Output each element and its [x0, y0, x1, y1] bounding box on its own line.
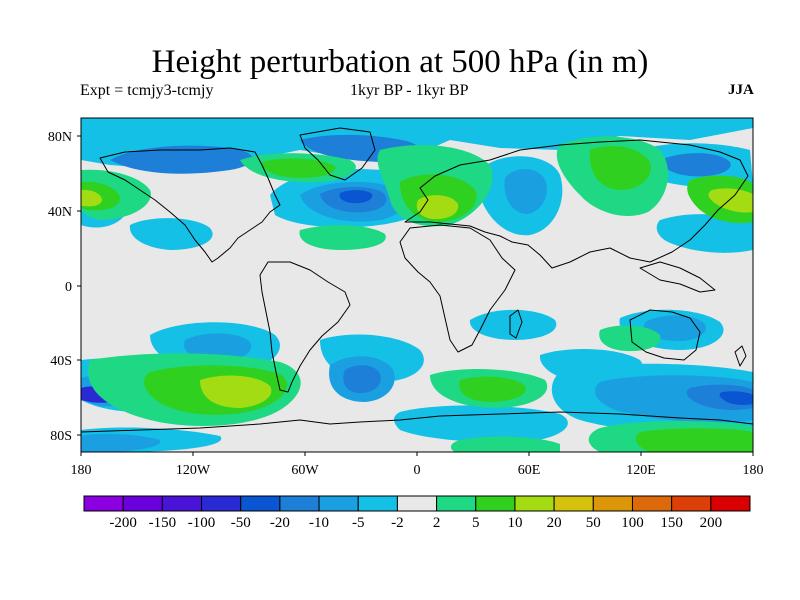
colorbar-swatch — [201, 495, 242, 512]
coastline-north-america — [99, 147, 281, 263]
colorbar-label: 10 — [507, 515, 522, 531]
coastline-antarctica — [81, 411, 753, 433]
lon-label: 0 — [414, 463, 421, 478]
anomaly-contour — [200, 375, 272, 408]
anomaly-contour — [110, 145, 253, 174]
anomaly-contour — [129, 218, 213, 250]
colorbar-swatch — [122, 495, 163, 512]
coastline-madagascar — [509, 309, 523, 339]
colorbar-label: 2 — [433, 515, 441, 531]
colorbar-label: 200 — [700, 515, 723, 531]
positive-anomalies — [81, 136, 753, 452]
coastline-maritime-continent — [639, 261, 716, 293]
colorbar-swatch — [671, 495, 712, 512]
colorbar-label: -100 — [188, 515, 216, 531]
colorbar-swatch — [436, 495, 477, 512]
lat-label: 80N — [48, 130, 72, 145]
anomaly-contour — [394, 405, 568, 443]
anomaly-contour — [81, 189, 102, 207]
colorbar-swatch — [514, 495, 555, 512]
colorbar-label: -150 — [149, 515, 177, 531]
colorbar-swatch — [279, 495, 320, 512]
colorbar-label: 150 — [660, 515, 683, 531]
period-label: 1kyr BP - 1kyr BP — [350, 82, 469, 99]
coastline-new-zealand — [734, 345, 747, 367]
season-label: JJA — [728, 82, 754, 98]
colorbar-swatch — [83, 495, 124, 512]
lon-label: 180 — [743, 463, 764, 478]
latitude-axis: 80N 40N 0 40S 80S — [48, 130, 81, 444]
lat-label: 40S — [50, 354, 72, 369]
colorbar-label: 50 — [586, 515, 601, 531]
colorbar-swatch — [475, 495, 516, 512]
lon-label: 60E — [518, 463, 541, 478]
colorbar-label: 100 — [621, 515, 644, 531]
anomaly-contour — [662, 153, 731, 177]
anomaly-contour — [339, 190, 373, 204]
anomaly-contour — [719, 391, 753, 405]
colorbar-swatch — [318, 495, 359, 512]
longitude-axis: 180 120W 60W 0 60E 120E 180 — [71, 452, 764, 478]
colorbar-swatch — [357, 495, 398, 512]
colorbar-label: -20 — [270, 515, 290, 531]
anomaly-contour — [599, 325, 661, 352]
colorbar-label: -10 — [309, 515, 329, 531]
anomaly-contour — [262, 158, 336, 178]
anomaly-contour — [459, 376, 526, 402]
anomaly-contour — [343, 365, 381, 394]
lat-label: 40N — [48, 205, 72, 220]
colorbar-label: -50 — [231, 515, 251, 531]
colorbar-label: -2 — [391, 515, 404, 531]
anomaly-contour — [589, 146, 651, 190]
anomaly-contour — [708, 188, 753, 213]
colorbar-label: 5 — [472, 515, 480, 531]
colorbar-label: 20 — [547, 515, 562, 531]
anomaly-contour — [469, 309, 557, 340]
lat-label: 80S — [50, 429, 72, 444]
colorbar-swatch — [396, 495, 438, 512]
coastline-australia — [629, 309, 701, 361]
colorbar-label: -200 — [109, 515, 137, 531]
colorbar-swatch — [240, 495, 281, 512]
colorbar-label: -5 — [352, 515, 365, 531]
lon-label: 60W — [291, 463, 319, 478]
anomaly-contour — [635, 428, 753, 452]
anomaly-contour — [504, 169, 547, 214]
coastline-africa — [399, 224, 516, 353]
lon-label: 180 — [71, 463, 92, 478]
experiment-label: Expt = tcmjy3-tcmjy — [80, 82, 214, 99]
colorbar-swatch — [161, 495, 203, 512]
coastlines — [81, 127, 753, 433]
lon-label: 120E — [626, 463, 656, 478]
colorbar-swatch — [553, 495, 594, 512]
colorbar-swatch — [592, 495, 633, 512]
coastline-eurasia — [404, 139, 749, 269]
anomaly-contour — [450, 436, 560, 452]
coastline-greenland — [299, 127, 376, 181]
height-field — [81, 118, 753, 452]
anomaly-contour — [81, 433, 161, 452]
colorbar-swatch — [710, 495, 751, 512]
anomaly-contour — [299, 225, 386, 250]
lat-label: 0 — [65, 280, 72, 295]
map-title: Height perturbation at 500 hPa (in m) — [151, 44, 649, 80]
coastline-south-america — [259, 261, 351, 393]
lon-label: 120W — [176, 463, 211, 478]
colorbar-swatch — [631, 495, 673, 512]
colorbar: -200 -150 -100 -50 -20 -10 -5 -2 2 5 10 20 50 100 150 2… — [83, 495, 751, 531]
anomaly-contour — [656, 214, 753, 253]
